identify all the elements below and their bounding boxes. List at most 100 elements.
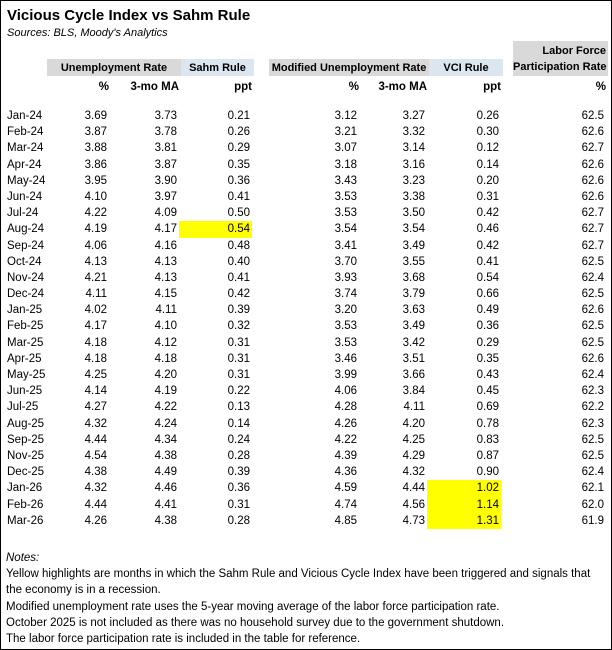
modified-unemployment-rate-3mo-ma-cell: 3.51 bbox=[402, 352, 425, 365]
sahm-rule-cell: 0.40 bbox=[227, 255, 250, 268]
subheader-sahm-ppt: ppt bbox=[234, 81, 252, 93]
labor-force-participation-rate-cell: 62.2 bbox=[581, 401, 604, 414]
unemployment-rate-cell: 4.11 bbox=[85, 288, 107, 301]
modified-unemployment-rate-cell: 3.53 bbox=[334, 207, 357, 220]
labor-force-participation-rate-cell: 62.3 bbox=[581, 385, 604, 398]
unemployment-rate-3mo-ma-cell: 4.13 bbox=[154, 271, 177, 284]
table-row: Nov-24 4.21 4.13 0.41 3.93 3.68 0.54 62.4 bbox=[1, 270, 611, 286]
sahm-rule-cell: 0.36 bbox=[227, 174, 250, 187]
spacer-cell bbox=[252, 480, 267, 496]
modified-unemployment-rate-cell: 3.18 bbox=[334, 158, 357, 171]
sahm-rule-cell: 0.28 bbox=[227, 449, 250, 462]
unemployment-rate-cell: 4.06 bbox=[84, 239, 107, 252]
vci-rule-cell: 0.49 bbox=[476, 304, 499, 317]
unemployment-rate-3mo-ma-cell: 4.13 bbox=[154, 255, 177, 268]
table-row: Dec-25 4.38 4.49 0.39 4.36 4.32 0.90 62.4 bbox=[1, 464, 611, 480]
vci-rule-cell: 0.54 bbox=[476, 271, 499, 284]
labor-force-participation-rate-cell: 62.5 bbox=[581, 288, 604, 301]
sahm-rule-cell: 0.48 bbox=[227, 239, 250, 252]
unemployment-rate-3mo-ma-cell: 3.78 bbox=[154, 126, 177, 139]
modified-unemployment-rate-3mo-ma-cell: 4.73 bbox=[402, 514, 425, 527]
unemployment-rate-3mo-ma-cell: 3.87 bbox=[154, 158, 177, 171]
unemployment-rate-cell: 4.10 bbox=[84, 190, 107, 203]
unemployment-rate-3mo-ma-cell: 4.12 bbox=[154, 336, 177, 349]
table-row: Jun-24 4.10 3.97 0.41 3.53 3.38 0.31 62.6 bbox=[1, 189, 611, 205]
modified-unemployment-rate-3mo-ma-cell: 3.84 bbox=[402, 385, 425, 398]
sahm-rule-cell: 0.28 bbox=[227, 514, 250, 527]
modified-unemployment-rate-cell: 3.21 bbox=[334, 126, 357, 139]
vci-rule-cell: 0.45 bbox=[476, 385, 499, 398]
vci-rule-cell: 0.14 bbox=[476, 158, 499, 171]
vci-rule-cell: 1.02 bbox=[427, 480, 501, 497]
spacer-cell bbox=[501, 286, 511, 302]
modified-unemployment-rate-cell: 4.22 bbox=[334, 433, 357, 446]
sahm-rule-cell: 0.50 bbox=[227, 207, 250, 220]
vci-rule-cell: 0.20 bbox=[476, 174, 499, 187]
modified-unemployment-rate-3mo-ma-cell: 3.49 bbox=[402, 239, 425, 252]
spacer-cell bbox=[252, 205, 267, 221]
month-cell: Aug-24 bbox=[7, 223, 45, 236]
subheader-ur-3mo-ma: 3-mo MA bbox=[130, 81, 179, 93]
table-row: May-25 4.25 4.20 0.31 3.99 3.66 0.43 62.4 bbox=[1, 367, 611, 383]
sahm-rule-cell: 0.35 bbox=[227, 158, 250, 171]
month-cell: Jul-24 bbox=[7, 207, 39, 220]
vci-rule-cell: 1.31 bbox=[427, 512, 501, 529]
spacer-cell bbox=[252, 383, 267, 399]
subheader-mur-3mo-ma: 3-mo MA bbox=[378, 81, 427, 93]
month-cell: Mar-25 bbox=[7, 336, 44, 349]
month-cell: Sep-24 bbox=[7, 239, 45, 252]
spacer-cell bbox=[252, 367, 267, 383]
subheader-vci-ppt: ppt bbox=[483, 81, 501, 93]
labor-force-participation-rate-cell: 62.5 bbox=[581, 336, 604, 349]
labor-force-participation-rate-cell: 62.7 bbox=[581, 239, 604, 252]
modified-unemployment-rate-cell: 4.85 bbox=[334, 514, 357, 527]
spacer-cell bbox=[252, 189, 267, 205]
month-cell: Jun-24 bbox=[7, 190, 43, 203]
modified-unemployment-rate-cell: 4.26 bbox=[334, 417, 357, 430]
modified-unemployment-rate-3mo-ma-cell: 3.16 bbox=[402, 158, 425, 171]
month-cell: Jul-25 bbox=[7, 401, 39, 414]
sahm-rule-cell: 0.31 bbox=[227, 369, 250, 381]
month-cell: Jun-25 bbox=[7, 385, 43, 398]
unemployment-rate-3mo-ma-cell: 4.49 bbox=[154, 466, 177, 479]
vci-rule-cell: 0.66 bbox=[476, 288, 499, 301]
table-row: Aug-25 4.32 4.24 0.14 4.26 4.20 0.78 62.3 bbox=[1, 416, 611, 432]
page-title: Vicious Cycle Index vs Sahm Rule bbox=[7, 7, 251, 24]
month-cell: Apr-25 bbox=[7, 352, 42, 365]
spacer-cell bbox=[501, 254, 511, 270]
modified-unemployment-rate-cell: 3.41 bbox=[334, 239, 357, 252]
spacer-cell bbox=[501, 464, 511, 480]
sahm-rule-cell: 0.32 bbox=[227, 320, 250, 333]
spacer-cell bbox=[501, 367, 511, 383]
spacer-cell bbox=[501, 140, 511, 156]
modified-unemployment-rate-cell: 3.46 bbox=[334, 352, 357, 365]
modified-unemployment-rate-3mo-ma-cell: 4.44 bbox=[402, 482, 425, 495]
spacer-cell bbox=[501, 335, 511, 351]
month-cell: Sep-25 bbox=[7, 433, 45, 446]
unemployment-rate-3mo-ma-cell: 3.81 bbox=[154, 142, 177, 155]
unemployment-rate-cell: 4.21 bbox=[84, 271, 107, 284]
sahm-rule-cell: 0.36 bbox=[227, 482, 250, 495]
unemployment-rate-3mo-ma-cell: 3.90 bbox=[154, 174, 177, 187]
vci-rule-cell: 0.78 bbox=[476, 417, 499, 430]
vci-rule-cell: 0.35 bbox=[476, 352, 499, 365]
labor-force-participation-rate-cell: 61.9 bbox=[581, 514, 604, 527]
unemployment-rate-3mo-ma-cell: 4.15 bbox=[154, 288, 177, 301]
unemployment-rate-3mo-ma-cell: 4.38 bbox=[154, 449, 177, 462]
lfpr-label-line1: Labor Force bbox=[542, 44, 606, 57]
vci-rule-cell: 0.43 bbox=[476, 369, 499, 381]
month-cell: Dec-25 bbox=[7, 466, 45, 479]
unemployment-rate-3mo-ma-cell: 4.38 bbox=[154, 514, 177, 527]
unemployment-rate-cell: 4.54 bbox=[84, 449, 107, 462]
unemployment-rate-cell: 4.22 bbox=[84, 207, 107, 220]
spacer-cell bbox=[252, 238, 267, 254]
labor-force-participation-rate-cell: 62.6 bbox=[581, 126, 604, 139]
sahm-rule-cell: 0.26 bbox=[227, 126, 250, 139]
month-cell: Nov-24 bbox=[7, 271, 45, 284]
vci-rule-cell: 0.87 bbox=[476, 449, 499, 462]
unemployment-rate-3mo-ma-cell: 4.09 bbox=[154, 207, 177, 220]
modified-unemployment-rate-cell: 3.12 bbox=[334, 110, 357, 122]
modified-unemployment-rate-3mo-ma-cell: 3.66 bbox=[402, 369, 425, 381]
spacer-cell bbox=[501, 238, 511, 254]
modified-unemployment-rate-cell: 3.53 bbox=[334, 320, 357, 333]
